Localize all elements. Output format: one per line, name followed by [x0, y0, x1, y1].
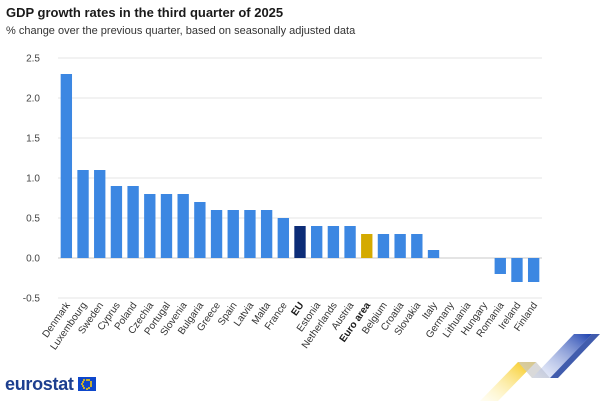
y-axis-ticks: 2.5 2.0 1.5 1.0 0.5 0.0 -0.5 [23, 54, 41, 305]
bar [511, 258, 523, 282]
bars [60, 74, 540, 282]
eurostat-logo: eurostat [5, 374, 96, 394]
logo-text: eurostat [5, 374, 74, 394]
y-tick-label: 0.5 [26, 214, 40, 225]
y-tick-label: 2.0 [26, 94, 40, 105]
bar [494, 258, 506, 274]
y-tick-label: 1.5 [26, 134, 40, 145]
bar [227, 210, 239, 258]
chart-subtitle: % change over the previous quarter, base… [6, 25, 356, 37]
y-tick-label: 1.0 [26, 174, 40, 185]
bar [361, 234, 373, 258]
bar [377, 234, 390, 258]
bar [244, 210, 256, 258]
bar [427, 250, 440, 258]
decorative-ribbon-icon [480, 334, 600, 401]
bar [210, 210, 223, 258]
y-tick-label: -0.5 [23, 294, 41, 305]
bar [260, 210, 273, 258]
bar [327, 226, 340, 258]
bar [110, 186, 123, 258]
y-tick-label: 0.0 [26, 254, 40, 265]
bar [194, 202, 206, 258]
eu-flag-icon [77, 377, 96, 391]
x-axis-labels: DenmarkLuxembourgSwedenCyprusPolandCzech… [41, 300, 541, 353]
bar [60, 74, 73, 258]
bar [277, 218, 289, 258]
bar [294, 226, 306, 258]
chart-title: GDP growth rates in the third quarter of… [6, 5, 284, 20]
grid-lines [58, 57, 542, 299]
bar [144, 194, 156, 258]
bar [94, 170, 106, 258]
y-tick-label: 2.5 [26, 54, 40, 65]
bar [344, 226, 356, 258]
bar [527, 258, 540, 282]
bar [77, 170, 89, 258]
bar [160, 194, 173, 258]
bar [411, 234, 423, 258]
bar [394, 234, 406, 258]
bar [127, 186, 139, 258]
bar [311, 226, 323, 258]
bar [177, 194, 189, 258]
